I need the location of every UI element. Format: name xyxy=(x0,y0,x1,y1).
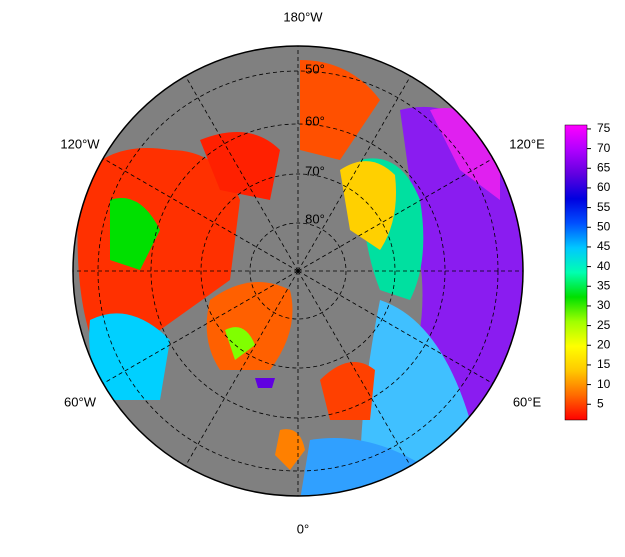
colorbar-tick-label: 30 xyxy=(597,298,611,312)
map-border xyxy=(72,45,524,497)
longitude-label: 120°E xyxy=(509,136,545,151)
longitude-label: 180°W xyxy=(283,9,323,24)
latitude-label: 80° xyxy=(305,211,325,226)
colorbar-tick-label: 60 xyxy=(597,180,611,194)
longitude-label: 60°E xyxy=(513,394,542,409)
land-patch xyxy=(89,313,170,400)
meridian xyxy=(102,158,299,272)
latitude-label: 50° xyxy=(305,61,325,76)
colorbar-tick-label: 15 xyxy=(597,357,611,371)
colorbar-tick-label: 25 xyxy=(597,318,611,332)
colorbar-tick-label: 50 xyxy=(597,219,611,233)
colorbar-tick-label: 10 xyxy=(597,377,611,391)
latitude-label: 60° xyxy=(305,113,325,128)
latitude-label: 70° xyxy=(305,163,325,178)
map-field xyxy=(73,46,523,496)
meridian xyxy=(185,270,299,467)
meridian xyxy=(297,270,411,467)
colorbar-tick-label: 55 xyxy=(597,200,611,214)
colorbar-tick-label: 35 xyxy=(597,278,611,292)
colorbar-tick-label: 70 xyxy=(597,141,611,155)
colorbar-tick-label: 5 xyxy=(597,396,604,410)
scandinavia xyxy=(320,362,375,420)
latitude-circle xyxy=(249,222,347,320)
land-patch xyxy=(225,327,255,360)
longitude-label: 0° xyxy=(297,521,309,536)
meridian xyxy=(297,75,411,272)
iceland xyxy=(255,378,275,388)
longitude-label: 60°W xyxy=(64,394,97,409)
latitude-circle xyxy=(200,173,396,369)
land-patch xyxy=(300,60,380,160)
meridian xyxy=(102,270,299,384)
greenland xyxy=(206,282,293,370)
meridian xyxy=(297,270,494,384)
land-patch xyxy=(110,198,160,270)
meridian xyxy=(297,158,494,272)
colorbar-tick-label: 65 xyxy=(597,160,611,174)
land-patch xyxy=(360,300,470,480)
land-patch xyxy=(200,132,280,200)
land-patch xyxy=(340,161,396,250)
uk xyxy=(275,429,305,470)
graticule xyxy=(73,46,523,496)
meridian xyxy=(185,75,299,272)
longitude-label: 120°W xyxy=(60,136,100,151)
colorbar-tick-label: 40 xyxy=(597,259,611,273)
colorbar-tick-label: 45 xyxy=(597,239,611,253)
colorbar-tick-label: 75 xyxy=(597,121,611,135)
colorbar xyxy=(564,124,588,421)
colorbar-tick-label: 20 xyxy=(597,337,611,351)
